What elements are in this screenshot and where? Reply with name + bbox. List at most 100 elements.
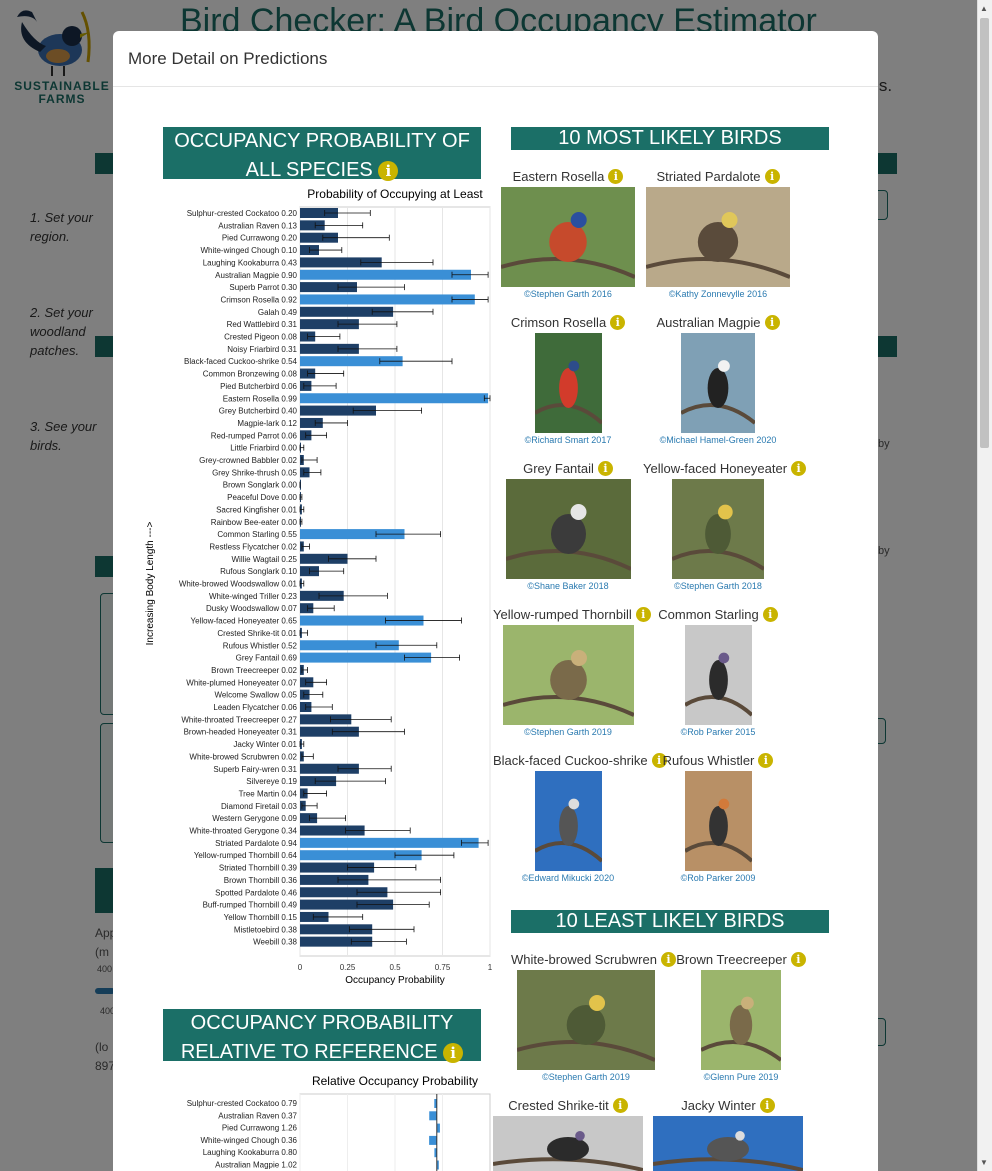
category-label: Common Starling 0.55 — [217, 530, 297, 539]
info-icon[interactable]: i — [443, 1042, 464, 1063]
info-icon[interactable]: i — [762, 607, 778, 622]
photo-credit[interactable]: ©Shane Baker 2018 — [527, 581, 609, 591]
info-icon[interactable]: i — [791, 461, 807, 476]
bird-name-text: Black-faced Cuckoo-shrike — [493, 753, 648, 768]
category-label: Yellow Thornbill 0.15 — [224, 913, 298, 922]
category-label: Tree Martin 0.04 — [239, 789, 298, 798]
bird-card[interactable]: Jacky Winter i — [653, 1098, 803, 1171]
category-label: Leaden Flycatcher 0.06 — [213, 703, 297, 712]
info-icon[interactable]: i — [758, 753, 774, 768]
bird-card[interactable]: Australian Magpie i ©Michael Hamel-Green 2… — [643, 315, 793, 445]
info-icon[interactable]: i — [790, 952, 806, 967]
category-label: Sulphur-crested Cockatoo 0.20 — [187, 209, 298, 218]
chart-title: Relative Occupancy Probability — [312, 1074, 478, 1088]
bird-photo — [672, 479, 764, 579]
bird-name-text: Common Starling — [658, 607, 759, 622]
bird-card[interactable]: Rufous Whistler i ©Rob Parker 2009 — [643, 753, 793, 883]
category-label: Weebill 0.38 — [253, 938, 297, 947]
info-icon[interactable]: i — [764, 169, 780, 184]
category-label: Sulphur-crested Cockatoo 0.79 — [187, 1099, 298, 1108]
category-label: Australian Magpie 0.90 — [215, 271, 297, 280]
bird-photo — [646, 187, 790, 287]
photo-credit[interactable]: ©Kathy Zonnevylle 2016 — [668, 289, 768, 299]
bird-card[interactable]: Striated Pardalote i ©Kathy Zonnevylle 201… — [643, 169, 793, 299]
category-label: White-winged Chough 0.10 — [200, 246, 297, 255]
photo-credit[interactable]: ©Glenn Pure 2019 — [703, 1072, 779, 1082]
category-label: Mistletoebird 0.38 — [234, 925, 298, 934]
category-label: White-plumed Honeyeater 0.07 — [186, 678, 297, 687]
info-icon[interactable]: i — [635, 607, 651, 622]
photo-credit[interactable]: ©Michael Hamel-Green 2020 — [659, 435, 777, 445]
bird-name: Crimson Rosella i — [493, 315, 643, 330]
bird-card[interactable]: White-browed Scrubwren i ©Stephen Garth 20… — [511, 952, 676, 1082]
bird-card[interactable]: Eastern Rosella i ©Stephen Garth 2016 — [493, 169, 643, 299]
bird-card[interactable]: Black-faced Cuckoo-shrike i ©Edward Mikuck… — [493, 753, 667, 883]
bird-name: Jacky Winter i — [653, 1098, 803, 1113]
category-label: Crested Pigeon 0.08 — [224, 333, 297, 342]
info-icon[interactable]: i — [608, 169, 624, 184]
occupancy-chart: Probability of Occupying at Least 0 0.25 0.… — [145, 187, 493, 986]
page-scrollbar[interactable]: ▲ ▼ — [977, 0, 992, 1171]
bar — [300, 479, 301, 490]
relative-heading: OCCUPANCY PROBABILITY RELATIVE TO REFERE… — [163, 1009, 481, 1063]
category-label: Red Wattlebird 0.31 — [227, 320, 298, 329]
photo-credit[interactable]: ©Rob Parker 2009 — [680, 873, 756, 883]
bird-photo — [502, 625, 634, 725]
category-label: Yellow-rumped Thornbill 0.64 — [194, 851, 298, 860]
info-icon[interactable]: i — [764, 315, 780, 330]
photo-credit[interactable]: ©Stephen Garth 2016 — [524, 289, 612, 299]
scroll-down-icon[interactable]: ▼ — [980, 1158, 988, 1167]
category-label: Rufous Songlark 0.10 — [220, 567, 297, 576]
bird-photo — [684, 771, 752, 871]
bird-name-text: Grey Fantail — [523, 461, 594, 476]
info-icon[interactable]: i — [660, 952, 676, 967]
bird-card[interactable]: Yellow-faced Honeyeater i ©Stephen Garth 2… — [643, 461, 807, 591]
category-label: Crimson Rosella 0.92 — [221, 295, 298, 304]
scroll-up-icon[interactable]: ▲ — [980, 4, 988, 13]
photo-credit[interactable]: ©Stephen Garth 2019 — [542, 1072, 630, 1082]
bar — [300, 393, 489, 404]
bird-card[interactable]: Crested Shrike-tit i — [493, 1098, 643, 1171]
category-label: Diamond Firetail 0.03 — [221, 802, 298, 811]
photo-credit[interactable]: ©Edward Mikucki 2020 — [521, 873, 615, 883]
info-icon[interactable]: i — [597, 461, 613, 476]
bar — [300, 282, 357, 293]
category-label: Red-rumped Parrot 0.06 — [211, 431, 298, 440]
photo-credit[interactable]: ©Stephen Garth 2019 — [524, 727, 612, 737]
bird-card[interactable]: Grey Fantail i ©Shane Baker 2018 — [493, 461, 643, 591]
bird-card[interactable]: Crimson Rosella i ©Richard Smart 2017 — [493, 315, 643, 445]
bird-photo — [517, 970, 655, 1070]
bird-card[interactable]: Common Starling i ©Rob Parker 2015 — [643, 607, 793, 737]
category-label: Restless Flycatcher 0.02 — [209, 542, 297, 551]
x-tick-label: 0.5 — [389, 963, 401, 972]
bar — [300, 924, 373, 935]
info-icon[interactable]: i — [651, 753, 667, 768]
photo-credit[interactable]: ©Rob Parker 2015 — [680, 727, 756, 737]
info-icon[interactable]: i — [378, 160, 399, 181]
bar — [300, 837, 479, 848]
bird-photo — [653, 1116, 803, 1171]
category-label: Pied Currawong 1.26 — [222, 1124, 298, 1133]
info-icon[interactable]: i — [759, 1098, 775, 1113]
bird-name: White-browed Scrubwren i — [511, 952, 676, 967]
info-icon[interactable]: i — [612, 1098, 628, 1113]
photo-credit[interactable]: ©Stephen Garth 2018 — [674, 581, 762, 591]
bar — [434, 1099, 437, 1108]
bar — [300, 319, 359, 330]
bird-card[interactable]: Brown Treecreeper i ©Glenn Pure 2019 — [666, 952, 816, 1082]
category-label: White-throated Gerygone 0.34 — [189, 827, 297, 836]
bar — [300, 862, 375, 873]
scroll-thumb[interactable] — [980, 18, 989, 448]
bird-card[interactable]: Yellow-rumped Thornbill i ©Stephen Garth 2… — [493, 607, 651, 737]
bar — [300, 417, 323, 428]
category-label: Crested Shrike-tit 0.01 — [217, 629, 297, 638]
bird-photo — [684, 625, 752, 725]
info-icon[interactable]: i — [610, 315, 626, 330]
category-label: White-throated Treecreeper 0.27 — [181, 715, 297, 724]
bar — [300, 874, 369, 885]
category-label: Magpie-lark 0.12 — [237, 419, 297, 428]
category-label: Yellow-faced Honeyeater 0.65 — [191, 617, 298, 626]
y-axis-label: Increasing Body Length ---> — [145, 522, 156, 646]
category-label: Superb Fairy-wren 0.31 — [213, 765, 297, 774]
photo-credit[interactable]: ©Richard Smart 2017 — [524, 435, 612, 445]
